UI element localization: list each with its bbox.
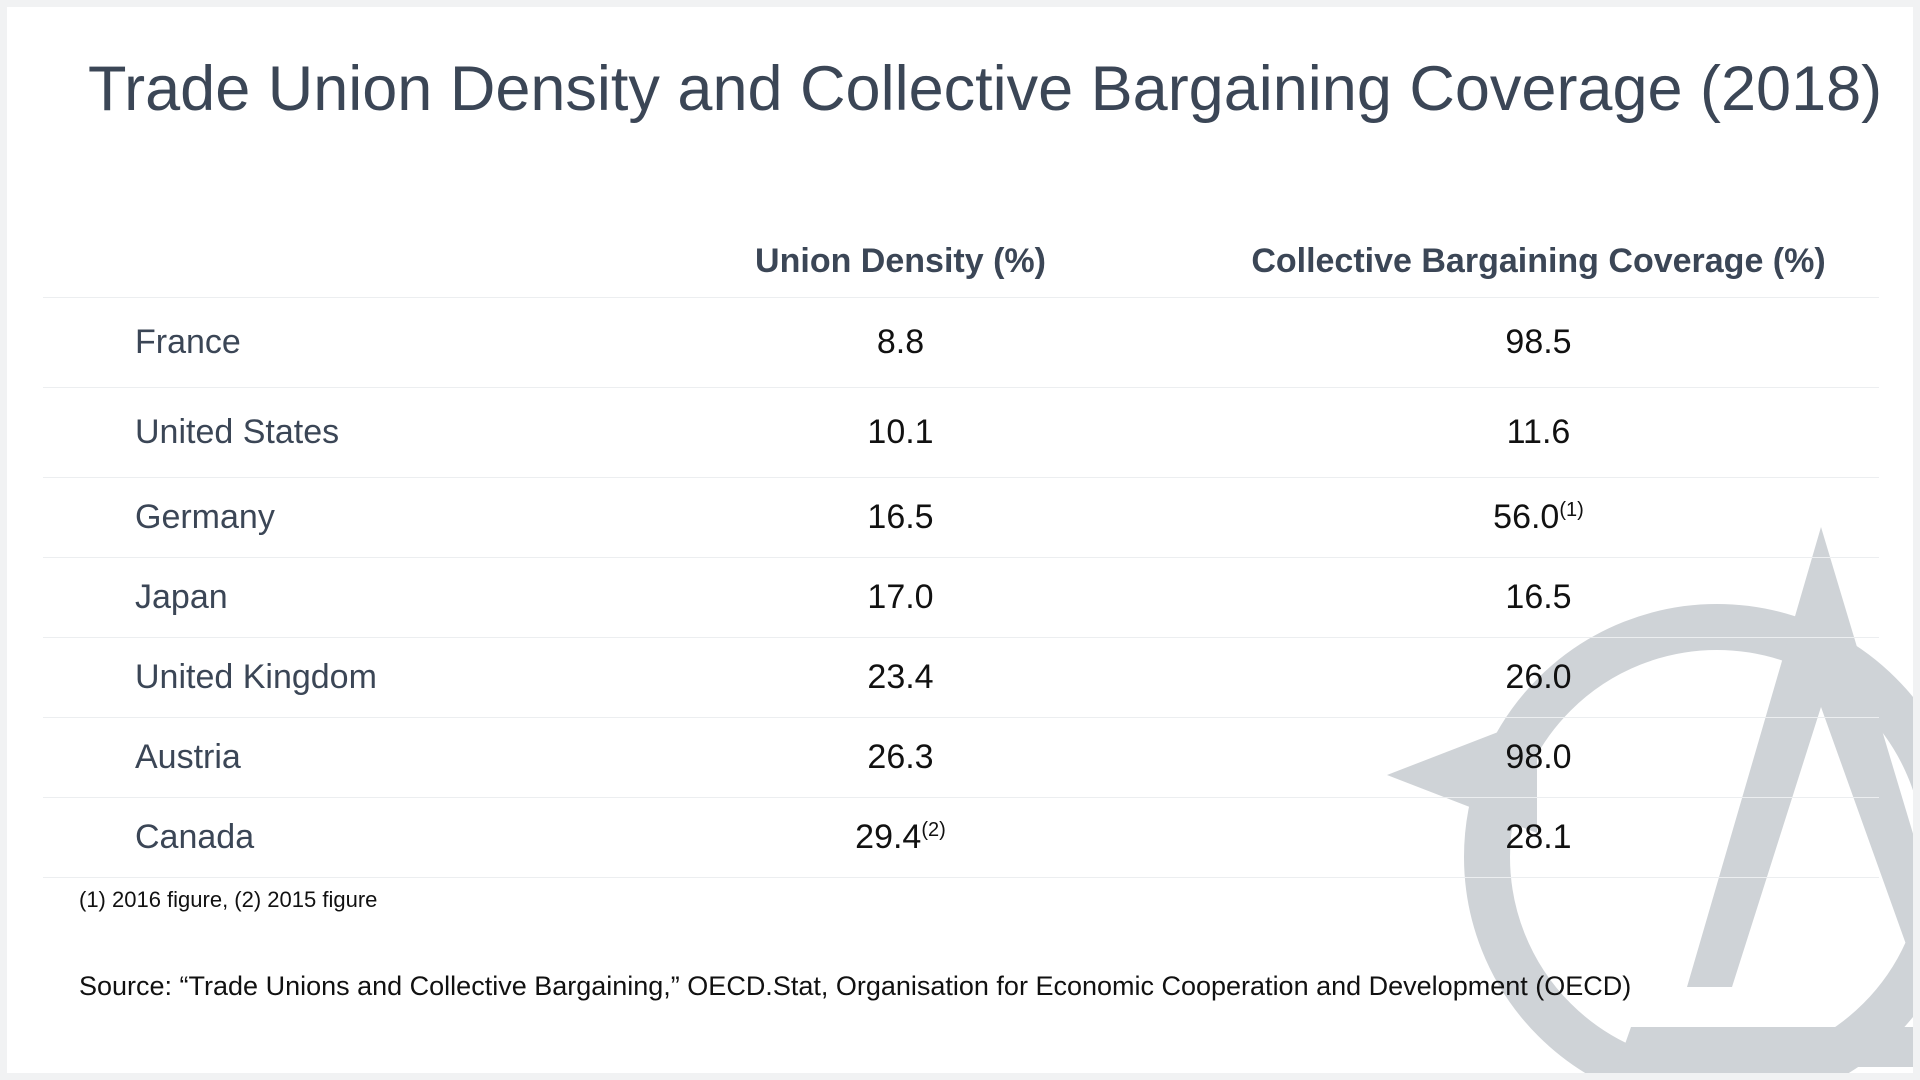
density-cell: 29.4(2) — [603, 797, 1198, 878]
table-row: Germany 16.5 56.0(1) — [43, 477, 1879, 558]
column-header-country — [43, 225, 603, 298]
coverage-cell: 11.6 — [1198, 387, 1879, 478]
slide: Trade Union Density and Collective Barga… — [7, 7, 1913, 1073]
table-row: France 8.8 98.5 — [43, 297, 1879, 388]
source-citation: Source: “Trade Unions and Collective Bar… — [79, 971, 1632, 1001]
density-value: 26.3 — [867, 738, 934, 776]
density-value: 10.1 — [867, 413, 934, 451]
coverage-cell: 56.0(1) — [1198, 477, 1879, 558]
density-value: 17.0 — [867, 578, 934, 616]
density-value: 8.8 — [876, 323, 925, 361]
country-cell: Austria — [43, 717, 603, 798]
page-title: Trade Union Density and Collective Barga… — [88, 54, 1883, 124]
data-table: Union Density (%) Collective Bargaining … — [43, 225, 1879, 878]
density-cell: 8.8 — [603, 297, 1198, 388]
table-row: United Kingdom 23.4 26.0 — [43, 637, 1879, 718]
coverage-cell: 98.5 — [1198, 297, 1879, 388]
coverage-value: 28.1 — [1505, 818, 1572, 856]
country-cell: Canada — [43, 797, 603, 878]
column-header-bargaining-coverage: Collective Bargaining Coverage (%) — [1198, 225, 1879, 298]
country-cell: United Kingdom — [43, 637, 603, 718]
table-row: Austria 26.3 98.0 — [43, 717, 1879, 798]
density-value: 29.4 — [855, 818, 922, 856]
density-cell: 23.4 — [603, 637, 1198, 718]
country-cell: France — [43, 297, 603, 388]
density-cell: 26.3 — [603, 717, 1198, 798]
coverage-value: 11.6 — [1506, 413, 1571, 451]
coverage-cell: 16.5 — [1198, 557, 1879, 638]
table-row: Canada 29.4(2) 28.1 — [43, 797, 1879, 878]
coverage-cell: 98.0 — [1198, 717, 1879, 798]
coverage-value: 16.5 — [1505, 578, 1572, 616]
footnote-text: (1) 2016 figure, (2) 2015 figure — [79, 887, 378, 912]
country-cell: Japan — [43, 557, 603, 638]
column-header-union-density: Union Density (%) — [603, 225, 1198, 298]
coverage-value: 98.0 — [1505, 738, 1572, 776]
density-value: 16.5 — [867, 498, 934, 536]
density-cell: 10.1 — [603, 387, 1198, 478]
coverage-value: 26.0 — [1505, 658, 1572, 696]
coverage-footnote-marker: (1) — [1559, 499, 1584, 521]
country-cell: Germany — [43, 477, 603, 558]
coverage-value: 56.0 — [1493, 498, 1560, 536]
density-cell: 17.0 — [603, 557, 1198, 638]
coverage-value: 98.5 — [1505, 323, 1572, 361]
table-row: United States 10.1 11.6 — [43, 387, 1879, 478]
table-header-row: Union Density (%) Collective Bargaining … — [43, 225, 1879, 298]
coverage-cell: 28.1 — [1198, 797, 1879, 878]
density-value: 23.4 — [867, 658, 934, 696]
table-row: Japan 17.0 16.5 — [43, 557, 1879, 638]
density-cell: 16.5 — [603, 477, 1198, 558]
country-cell: United States — [43, 387, 603, 478]
coverage-cell: 26.0 — [1198, 637, 1879, 718]
density-footnote-marker: (2) — [921, 819, 946, 841]
